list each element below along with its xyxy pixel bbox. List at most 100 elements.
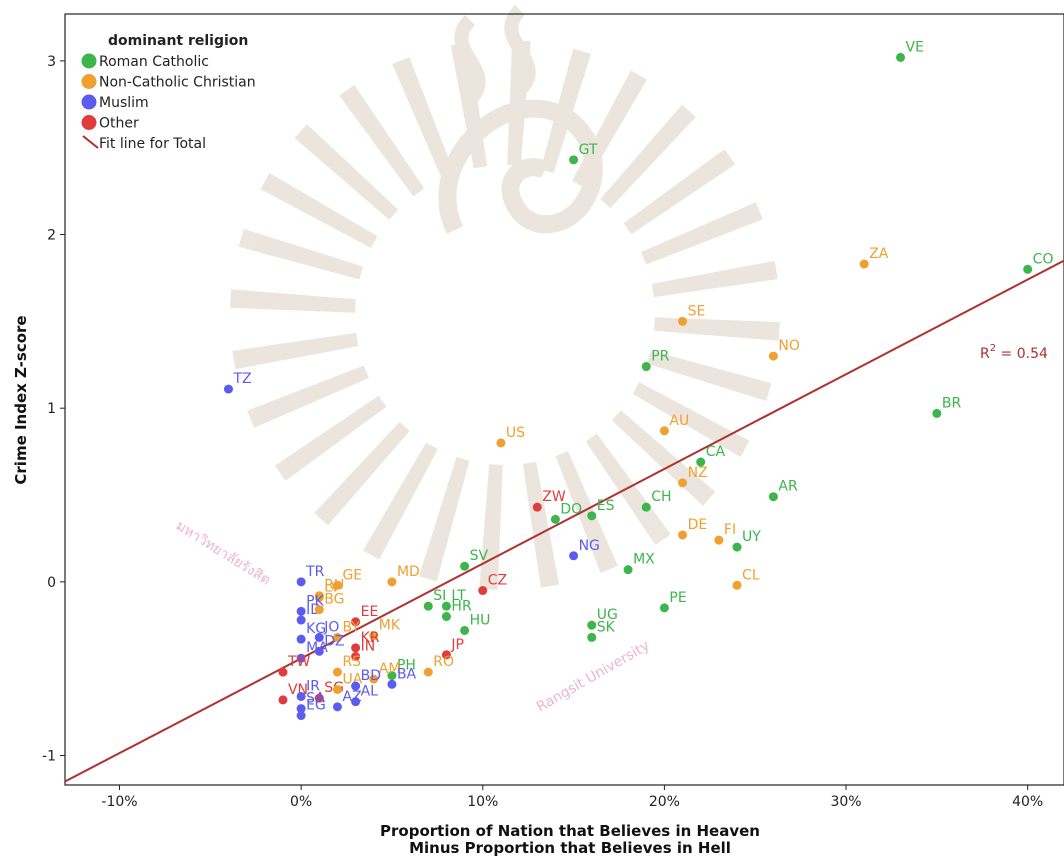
data-point-br	[932, 409, 941, 418]
x-axis-title-line2: Minus Proportion that Believes in Hell	[409, 839, 731, 857]
data-label-cz: CZ	[488, 573, 507, 589]
r-squared-label: R2 = 0.54	[980, 343, 1048, 362]
data-point-ng	[569, 551, 578, 560]
data-point-pe	[660, 603, 669, 612]
data-point-ro	[424, 668, 433, 677]
data-label-si: SI	[433, 588, 446, 604]
data-label-tr: TR	[305, 564, 325, 580]
legend-swatch-catholic	[82, 54, 97, 69]
watermark-wedge	[654, 317, 780, 340]
data-point-sv	[460, 562, 469, 571]
data-label-nz: NZ	[688, 465, 708, 481]
y-axis-title: Crime Index Z-score	[12, 315, 30, 484]
data-point-tz	[224, 385, 233, 394]
legend-label-muslim: Muslim	[99, 95, 149, 111]
data-point-sk	[587, 633, 596, 642]
data-point-hu	[460, 626, 469, 635]
x-tick-label: 40%	[1012, 794, 1043, 810]
data-point-ua	[333, 685, 342, 694]
data-label-by: BY	[342, 619, 360, 635]
data-label-ro: RO	[433, 654, 454, 670]
data-point-md	[387, 577, 396, 586]
data-point-ug	[587, 621, 596, 630]
watermark-wedge	[239, 229, 363, 279]
watermark-latin-text: Rangsit University	[534, 638, 652, 716]
legend-label-christian: Non-Catholic Christian	[99, 75, 256, 91]
legend-label-catholic: Roman Catholic	[99, 54, 209, 70]
watermark-wedge	[479, 464, 502, 590]
data-point-ba	[387, 680, 396, 689]
data-label-cl: CL	[742, 567, 760, 583]
data-label-md: MD	[397, 564, 420, 580]
data-point-mx	[624, 565, 633, 574]
data-label-jp: JP	[450, 637, 464, 653]
watermark-wedge	[523, 462, 559, 588]
data-label-es: ES	[597, 498, 615, 514]
data-label-pe: PE	[669, 590, 686, 606]
data-label-za: ZA	[869, 246, 889, 262]
data-label-in: IN	[361, 639, 376, 655]
data-label-ge: GE	[342, 567, 362, 583]
data-point-pr	[642, 362, 651, 371]
data-point-kg	[297, 635, 306, 644]
data-label-uy: UY	[742, 529, 761, 545]
data-label-ba: BA	[397, 666, 417, 682]
data-point-lt	[442, 602, 451, 611]
x-tick-label: 30%	[830, 794, 861, 810]
data-point-ch	[642, 503, 651, 512]
data-point-eg	[297, 711, 306, 720]
data-label-br: BR	[942, 395, 962, 411]
watermark-wedge	[230, 289, 356, 312]
data-label-fi: FI	[724, 522, 736, 538]
data-point-hr	[442, 612, 451, 621]
data-point-si	[424, 602, 433, 611]
data-point-rs	[333, 668, 342, 677]
legend-label-fit-line: Fit line for Total	[99, 136, 206, 152]
data-point-tr	[297, 577, 306, 586]
watermark-wedge	[652, 261, 778, 297]
data-label-au: AU	[669, 413, 689, 429]
data-label-ee: EE	[361, 604, 379, 620]
watermark-flame	[461, 10, 528, 100]
data-point-do	[551, 515, 560, 524]
data-point-id	[297, 616, 306, 625]
data-point-zw	[533, 503, 542, 512]
data-point-au	[660, 426, 669, 435]
data-point-ar	[769, 492, 778, 501]
data-point-es	[587, 511, 596, 520]
data-point-uy	[733, 543, 742, 552]
data-label-bd: BD	[361, 668, 381, 684]
data-label-eg: EG	[306, 698, 326, 714]
data-label-sk: SK	[597, 619, 616, 635]
data-point-ve	[896, 53, 905, 62]
data-point-ir	[297, 692, 306, 701]
data-point-co	[1023, 265, 1032, 274]
x-axis-title-line1: Proportion of Nation that Believes in He…	[380, 822, 760, 840]
data-point-vn	[278, 695, 287, 704]
data-label-mx: MX	[633, 552, 655, 568]
data-label-bg: BG	[324, 592, 344, 608]
watermark-thai-text: มหาวิทยาลัยรังสิต	[173, 518, 273, 589]
x-tick-label: 20%	[649, 794, 680, 810]
data-label-gt: GT	[579, 142, 598, 158]
data-point-pk	[297, 607, 306, 616]
y-tick-label: 2	[47, 228, 56, 244]
data-point-nz	[678, 478, 687, 487]
data-label-sv: SV	[470, 548, 489, 564]
data-label-no: NO	[778, 338, 800, 354]
data-label-se: SE	[688, 303, 706, 319]
legend-swatch-fit-line	[83, 136, 98, 148]
x-tick-label: 10%	[467, 794, 498, 810]
watermark-wedge	[232, 333, 358, 369]
data-point-za	[860, 260, 869, 269]
legend-swatch-christian	[82, 74, 97, 89]
data-point-bg	[315, 605, 324, 614]
data-point-cl	[733, 581, 742, 590]
data-label-ca: CA	[706, 444, 726, 460]
data-label-ch: CH	[651, 489, 671, 505]
data-point-no	[769, 352, 778, 361]
data-point-se	[678, 317, 687, 326]
y-tick-label: 0	[47, 575, 56, 591]
y-tick-label: 1	[47, 401, 56, 417]
fit-line	[65, 261, 1064, 782]
